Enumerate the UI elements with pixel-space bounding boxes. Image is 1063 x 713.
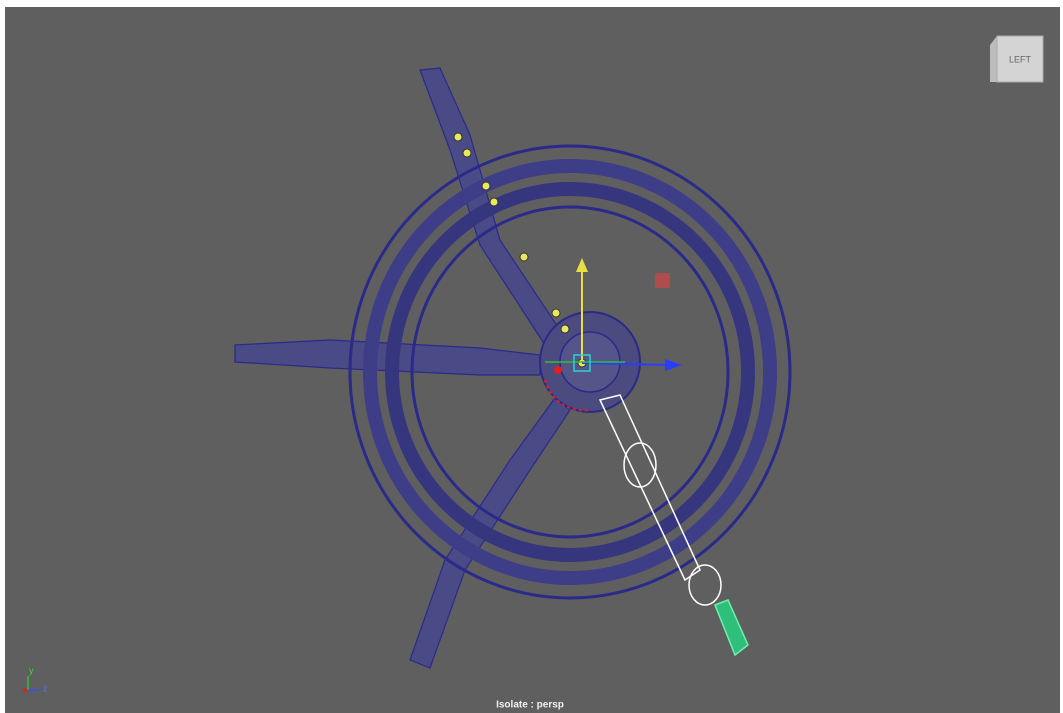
- marker: [490, 198, 498, 206]
- axis-z-label: z: [43, 683, 48, 693]
- light-icon: [655, 273, 670, 288]
- marker: [561, 325, 569, 333]
- view-cube: LEFT: [990, 36, 1043, 82]
- marker: [454, 133, 462, 141]
- axis-x-dot: [23, 688, 27, 692]
- viewport: LEFT y z Isolate : persp: [0, 0, 1063, 713]
- marker: [552, 309, 560, 317]
- camera-label: Isolate : persp: [496, 700, 564, 711]
- page: LEFT y z Isolate : persp (() => { const …: [0, 0, 1063, 713]
- view-cube-label: LEFT: [1009, 54, 1032, 64]
- marker: [482, 182, 490, 190]
- x-dot: [554, 366, 562, 374]
- axis-y-label: y: [29, 665, 34, 675]
- marker: [463, 149, 471, 157]
- marker: [520, 253, 528, 261]
